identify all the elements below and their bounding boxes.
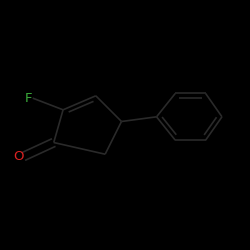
- Text: F: F: [25, 92, 33, 105]
- Text: O: O: [13, 150, 23, 163]
